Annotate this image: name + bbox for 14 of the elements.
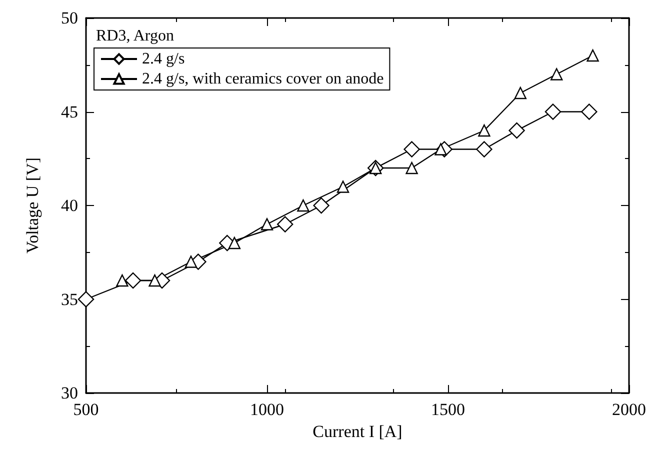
y-tick-label: 30 (61, 384, 78, 402)
y-tick-label: 40 (61, 196, 78, 215)
legend-title: RD3, Argon (96, 28, 174, 44)
y-tick-label: 50 (61, 8, 78, 28)
x-axis-title: Current I [A] (312, 422, 402, 441)
x-tick-label: 2000 (612, 400, 646, 419)
x-tick-label: 500 (73, 400, 99, 419)
legend-label: 2.4 g/s, with ceramics cover on anode (142, 70, 384, 88)
legend-label: 2.4 g/s (142, 50, 185, 68)
x-tick-label: 1000 (250, 400, 284, 419)
y-axis-title: Voltage U [V] (23, 158, 42, 254)
y-tick-label: 35 (61, 290, 78, 309)
y-tick-label: 45 (61, 102, 78, 122)
x-tick-label: 1500 (431, 400, 465, 419)
